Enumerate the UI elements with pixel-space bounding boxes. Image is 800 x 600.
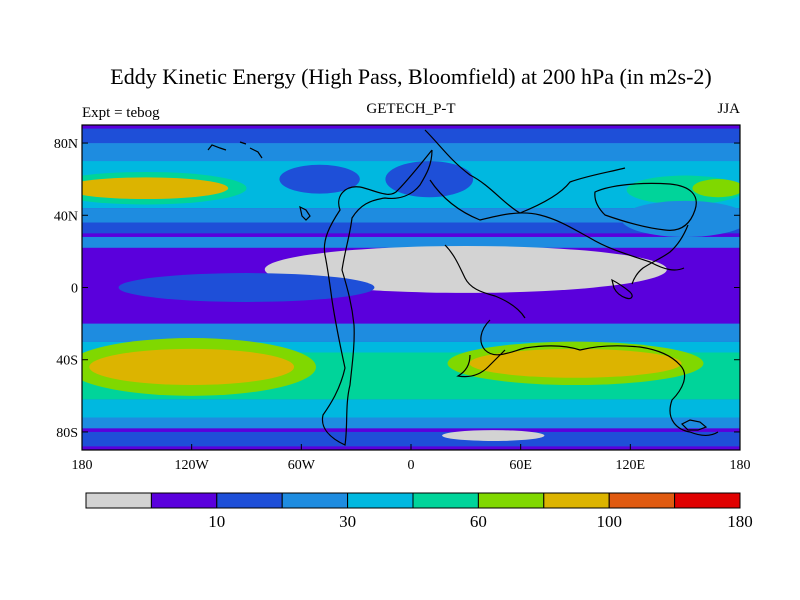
field-band-1 xyxy=(82,143,740,165)
coastline-east-peninsula xyxy=(631,224,689,285)
field-band-7 xyxy=(82,323,740,342)
colorbar-box xyxy=(281,492,349,509)
field-region-11 xyxy=(264,245,667,293)
coastlines xyxy=(207,129,719,446)
field-region-8 xyxy=(469,348,682,378)
experiment-label: Expt = tebog xyxy=(82,105,160,121)
colorbar: 10 30 60 100 180 xyxy=(85,492,753,531)
x-tick-label: 60E xyxy=(509,458,532,473)
y-tick-label: 40N xyxy=(54,209,78,224)
field-band-10 xyxy=(82,399,740,418)
coastline-africa xyxy=(480,319,719,436)
axes: 180 120W 60W 0 60E 120E 180 80N 40N 0 40S 80S xyxy=(54,137,751,473)
x-tick-label: 180 xyxy=(72,458,93,473)
colorbar-box xyxy=(150,492,218,509)
y-tick-label: 0 xyxy=(71,282,78,297)
coastline-americas xyxy=(321,149,433,446)
x-tick-label: 60W xyxy=(288,458,316,473)
colorbar-box xyxy=(477,492,545,509)
colorbar-label: 100 xyxy=(596,512,622,531)
field-band-5 xyxy=(82,222,740,234)
y-tick-label: 80S xyxy=(56,426,78,441)
field-region-9 xyxy=(279,164,360,194)
colorbar-box xyxy=(608,492,676,509)
colorbar-label: 180 xyxy=(727,512,753,531)
coastline-greenland xyxy=(207,141,263,159)
chart-title: Eddy Kinetic Energy (High Pass, Bloomfie… xyxy=(110,64,711,89)
colorbar-box xyxy=(543,492,610,509)
model-label: GETECH_P-T xyxy=(366,101,455,117)
y-tick-label: 80N xyxy=(54,137,78,152)
field-band-12 xyxy=(82,431,740,447)
coastline-east-island xyxy=(594,182,697,231)
field-band-6 xyxy=(82,236,740,248)
colorbar-label: 60 xyxy=(470,512,487,531)
field-band-4 xyxy=(82,208,740,223)
field-region-1 xyxy=(82,177,229,200)
colorbar-box xyxy=(412,492,479,509)
coastline-south-landmass xyxy=(456,349,506,378)
plot-area xyxy=(81,124,741,451)
season-label: JJA xyxy=(717,101,740,117)
y-tick-label: 40S xyxy=(56,354,78,369)
colorbar-box xyxy=(347,492,414,509)
x-tick-label: 0 xyxy=(408,458,415,473)
coastline-island-east xyxy=(611,278,633,300)
x-tick-label: 120E xyxy=(616,458,646,473)
field-band-0 xyxy=(82,128,740,144)
coastline-island-south xyxy=(680,419,708,431)
colorbar-box xyxy=(674,492,741,509)
contour-field xyxy=(82,128,740,447)
field-region-10 xyxy=(385,161,474,198)
field-region-12 xyxy=(118,273,375,302)
colorbar-box xyxy=(85,492,152,509)
field-band-8 xyxy=(82,341,740,353)
colorbar-box xyxy=(216,492,283,509)
field-region-6 xyxy=(89,348,295,386)
colorbar-label: 30 xyxy=(339,512,356,531)
x-tick-label: 180 xyxy=(730,458,751,473)
x-tick-label: 120W xyxy=(175,458,210,473)
coastline-arabia xyxy=(444,244,526,319)
field-band-11 xyxy=(82,417,740,429)
field-region-13 xyxy=(442,430,545,441)
coastline-island-west xyxy=(299,205,311,221)
field-region-3 xyxy=(692,179,740,198)
colorbar-label: 10 xyxy=(208,512,225,531)
